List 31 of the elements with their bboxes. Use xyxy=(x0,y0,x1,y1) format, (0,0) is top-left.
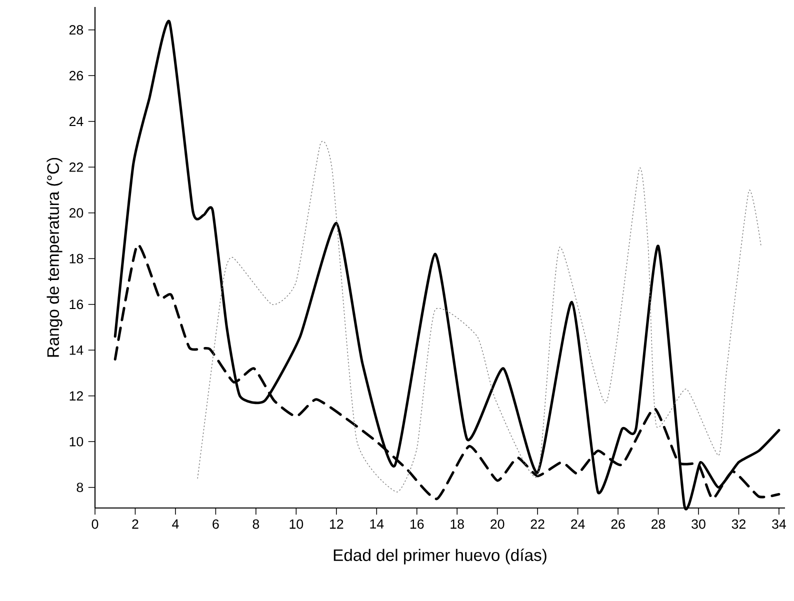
y-tick-label: 22 xyxy=(69,162,83,172)
x-tick-label: 12 xyxy=(330,519,344,529)
y-tick-label: 24 xyxy=(69,116,84,126)
x-tick-label: 0 xyxy=(92,519,98,529)
y-tick-label: 14 xyxy=(70,346,84,355)
x-tick-label: 8 xyxy=(252,519,260,529)
x-tick-label: 18 xyxy=(450,519,464,529)
x-tick-label: 32 xyxy=(732,519,746,529)
x-axis-title: Edad del primer huevo (días) xyxy=(334,548,546,564)
y-tick-label: 12 xyxy=(70,391,83,401)
y-tick-label: 28 xyxy=(69,25,84,35)
x-tick-label: 22 xyxy=(530,519,544,529)
x-tick-label: 14 xyxy=(370,519,384,529)
x-tick-label: 4 xyxy=(172,519,179,529)
x-tick-label: 24 xyxy=(571,519,585,529)
x-tick-label: 2 xyxy=(132,519,138,529)
x-tick-label: 10 xyxy=(290,519,304,529)
x-tick-label: 6 xyxy=(212,519,219,529)
x-tick-label: 26 xyxy=(611,519,625,529)
y-tick-label: 18 xyxy=(70,254,84,264)
y-tick-label: 16 xyxy=(70,300,84,310)
x-tick-label: 20 xyxy=(490,519,504,529)
y-tick-label: 8 xyxy=(76,482,84,492)
y-axis-title: Rango de temperatura (°C) xyxy=(46,158,62,357)
x-tick-label: 30 xyxy=(692,519,706,529)
x-tick-label: 34 xyxy=(772,519,786,529)
y-tick-label: 26 xyxy=(69,70,84,80)
x-tick-label: 28 xyxy=(652,519,666,529)
x-tick-label: 16 xyxy=(410,519,424,529)
y-tick-label: 10 xyxy=(70,436,84,446)
y-tick-label: 20 xyxy=(69,208,84,218)
